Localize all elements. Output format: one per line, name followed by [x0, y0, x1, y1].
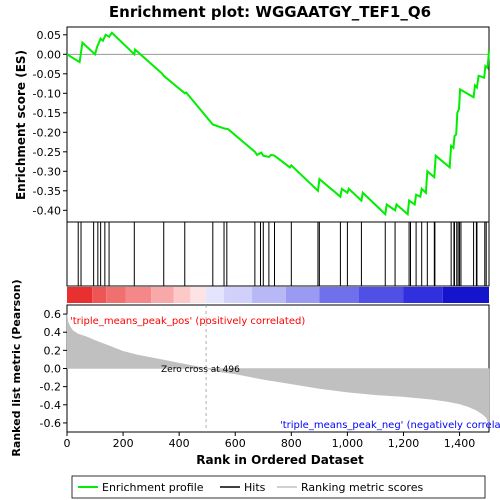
legend-label-enrichment: Enrichment profile: [102, 481, 204, 494]
enrichment-profile-line: [66, 31, 490, 217]
metric-y-tick-label: -0.4: [40, 399, 61, 412]
legend-label-hits: Hits: [244, 481, 266, 494]
es-y-axis: 0.05 0.00 -0.05 -0.10 -0.15 -0.20 -0.25 -0.30 -0…: [33, 29, 67, 217]
positive-correlation-label: 'triple_means_peak_pos' (positively corr…: [70, 316, 305, 327]
metric-y-tick-label: -0.2: [40, 381, 61, 394]
color-bar-segment: [319, 287, 359, 303]
color-bar-segment: [224, 287, 253, 303]
es-y-tick-label: 0.05: [37, 29, 62, 42]
metric-y-tick-label: 0.0: [44, 363, 62, 376]
legend-label-ranking: Ranking metric scores: [301, 481, 423, 494]
es-y-tick-label: -0.05: [33, 68, 61, 81]
es-y-tick-label: 0.00: [37, 48, 62, 61]
legend-entry-hits: Hits: [220, 481, 266, 494]
es-y-tick-label: -0.30: [33, 165, 61, 178]
color-bar-segment: [92, 287, 107, 303]
zero-cross-label: Zero cross at 496: [161, 365, 240, 375]
x-tick-label: 800: [281, 437, 302, 450]
chart-title: Enrichment plot: WGGAATGY_TEF1_Q6: [109, 3, 431, 21]
es-y-tick-label: -0.25: [33, 146, 61, 159]
color-bar-segment: [403, 287, 443, 303]
legend-entry-ranking: Ranking metric scores: [277, 481, 423, 494]
color-bar-segment: [206, 287, 225, 303]
ranking-metric-area: [66, 314, 490, 425]
color-bar-segment: [125, 287, 152, 303]
x-tick-label: 0: [64, 437, 71, 450]
metric-group: [66, 305, 490, 432]
x-tick-label: 400: [169, 437, 190, 450]
negative-correlation-label: 'triple_means_peak_neg' (negatively corr…: [280, 420, 500, 431]
x-tick-label: 1,200: [388, 437, 420, 450]
metric-y-tick-label: 0.6: [44, 308, 62, 321]
hits-panel: [66, 221, 490, 287]
metric-y-tick-label: 0.4: [44, 326, 62, 339]
color-bar-segment: [173, 287, 191, 303]
es-panel: [66, 26, 490, 223]
legend-entry-enrichment: Enrichment profile: [78, 481, 204, 494]
color-bar-segment: [442, 287, 489, 303]
color-bar-segment: [190, 287, 207, 303]
x-axis-label: Rank in Ordered Dataset: [196, 453, 364, 467]
metric-y-axis-label: Ranked list metric (Pearson): [10, 279, 23, 456]
x-tick-label: 200: [113, 437, 134, 450]
es-y-tick-label: -0.20: [33, 126, 61, 139]
color-bar-segment: [106, 287, 126, 303]
es-y-tick-label: -0.40: [33, 204, 61, 217]
color-bar-segment: [285, 287, 320, 303]
es-y-tick-label: -0.10: [33, 87, 61, 100]
es-y-tick-label: -0.35: [33, 185, 61, 198]
rank-color-bar: [67, 287, 489, 303]
metric-y-axis: 0.6 0.4 0.2 0.0 -0.2 -0.4 -0.6: [40, 308, 67, 430]
hits-group: [77, 222, 487, 286]
x-tick-label: 600: [225, 437, 246, 450]
metric-y-tick-label: -0.6: [40, 417, 61, 430]
es-curve-group: [66, 31, 490, 217]
x-axis: 0 200 400 600 800 1,000 1,200 1,400: [64, 432, 476, 450]
x-tick-label: 1,400: [444, 437, 476, 450]
metric-y-tick-label: 0.2: [44, 344, 62, 357]
x-tick-label: 1,000: [332, 437, 364, 450]
es-y-tick-label: -0.15: [33, 107, 61, 120]
color-bar-segment: [358, 287, 404, 303]
color-bar-segment: [67, 287, 93, 303]
es-y-axis-label: Enrichment score (ES): [14, 50, 28, 200]
color-bar-segment: [252, 287, 286, 303]
color-bar-segment: [151, 287, 174, 303]
